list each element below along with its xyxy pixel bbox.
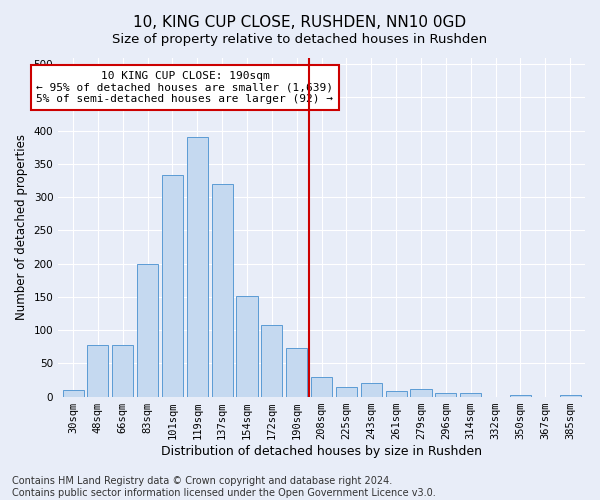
Bar xyxy=(311,376,332,396)
Bar xyxy=(187,138,208,396)
Text: 10 KING CUP CLOSE: 190sqm
← 95% of detached houses are smaller (1,639)
5% of sem: 10 KING CUP CLOSE: 190sqm ← 95% of detac… xyxy=(37,71,334,104)
Bar xyxy=(62,390,83,396)
Bar xyxy=(361,384,382,396)
Text: Size of property relative to detached houses in Rushden: Size of property relative to detached ho… xyxy=(112,32,488,46)
Bar xyxy=(286,348,307,397)
Bar xyxy=(410,388,431,396)
Bar xyxy=(236,296,257,396)
Bar xyxy=(212,184,233,396)
Bar xyxy=(137,264,158,396)
Bar xyxy=(460,394,481,396)
Bar xyxy=(162,175,183,396)
X-axis label: Distribution of detached houses by size in Rushden: Distribution of detached houses by size … xyxy=(161,444,482,458)
Text: 10, KING CUP CLOSE, RUSHDEN, NN10 0GD: 10, KING CUP CLOSE, RUSHDEN, NN10 0GD xyxy=(133,15,467,30)
Bar xyxy=(510,394,531,396)
Y-axis label: Number of detached properties: Number of detached properties xyxy=(15,134,28,320)
Text: Contains HM Land Registry data © Crown copyright and database right 2024.
Contai: Contains HM Land Registry data © Crown c… xyxy=(12,476,436,498)
Bar xyxy=(88,344,109,397)
Bar xyxy=(262,325,283,396)
Bar xyxy=(336,386,357,396)
Bar xyxy=(435,394,457,396)
Bar xyxy=(386,390,407,396)
Bar xyxy=(560,394,581,396)
Bar xyxy=(112,344,133,397)
